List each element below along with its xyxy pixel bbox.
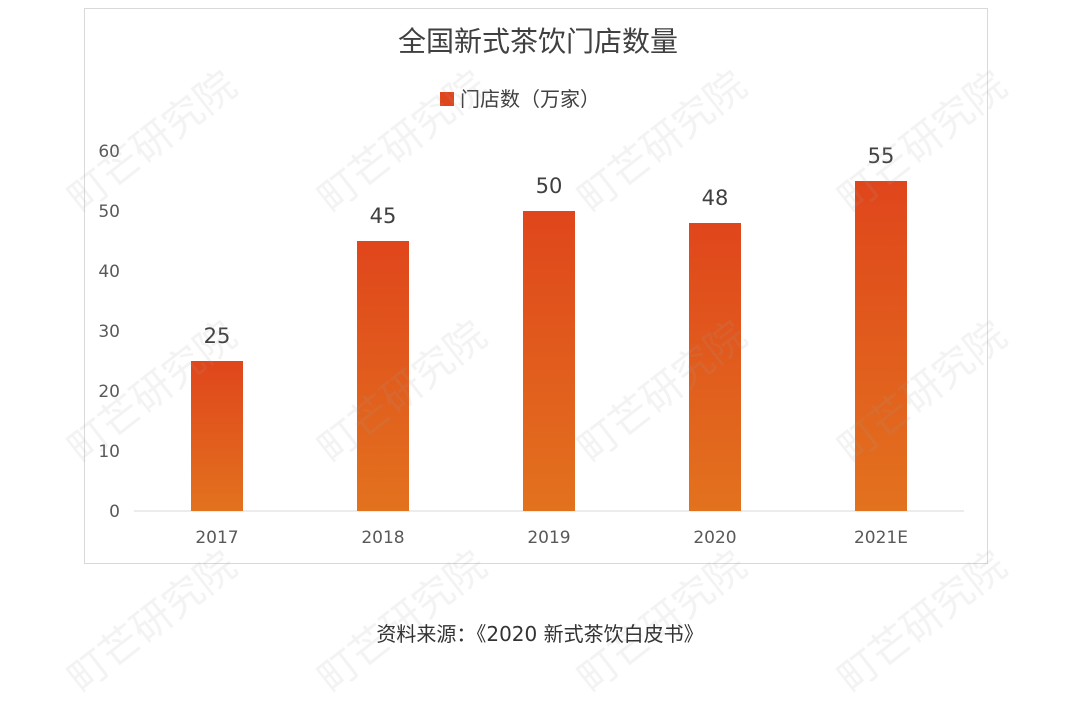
y-tick-label: 40 (98, 262, 120, 282)
source-note: 资料来源：《2020 新式茶饮白皮书》 (376, 622, 704, 646)
y-tick-label: 60 (98, 142, 120, 162)
bar (357, 241, 409, 511)
x-tick-label: 2021E (854, 528, 908, 548)
y-tick-label: 30 (98, 322, 120, 342)
data-label: 50 (536, 174, 563, 198)
x-tick-label: 2020 (693, 528, 736, 548)
x-tick-label: 2017 (195, 528, 238, 548)
bar-chart: 全国新式茶饮门店数量 门店数（万家） 0 10 20 30 40 50 60 25 2017 45… (98, 25, 964, 548)
x-tick-label: 2018 (361, 528, 404, 548)
chart-title: 全国新式茶饮门店数量 (398, 25, 678, 58)
bar (191, 361, 243, 511)
y-tick-label: 20 (98, 382, 120, 402)
data-label: 45 (370, 204, 397, 228)
y-tick-label: 50 (98, 202, 120, 222)
plot-area: 0 10 20 30 40 50 60 25 2017 45 2018 50 2019 48 2020 55 2… (98, 142, 964, 548)
legend-swatch (440, 92, 454, 106)
y-tick-label: 0 (109, 502, 120, 522)
bar (523, 211, 575, 511)
data-label: 25 (204, 324, 231, 348)
bar (855, 181, 907, 511)
data-label: 48 (702, 186, 729, 210)
legend: 门店数（万家） (440, 87, 600, 111)
bar (689, 223, 741, 511)
data-label: 55 (868, 144, 895, 168)
x-tick-label: 2019 (527, 528, 570, 548)
y-tick-label: 10 (98, 442, 120, 462)
legend-label: 门店数（万家） (460, 87, 600, 111)
